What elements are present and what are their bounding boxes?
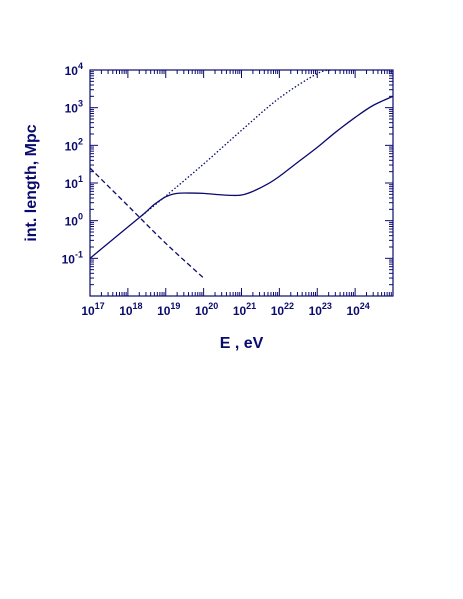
x-tick-label: 1021 [233, 301, 256, 318]
x-tick-label: 1017 [81, 301, 104, 318]
y-tick-label: 103 [65, 99, 83, 116]
x-axis-title: E , eV [220, 335, 264, 352]
y-tick-label: 101 [65, 174, 83, 191]
y-tick-label: 10-1 [62, 249, 83, 266]
x-tick-labels: 1017 1018 1019 1020 1021 1022 1023 1024 [81, 301, 370, 318]
y-tick-labels: 10-1 100 101 102 103 104 [62, 61, 83, 266]
axis-ticks [89, 70, 393, 297]
x-tick-label: 1022 [271, 301, 294, 318]
x-tick-label: 1020 [195, 301, 218, 318]
series-dashed-line [89, 167, 205, 279]
x-tick-label: 1024 [346, 301, 369, 318]
y-tick-label: 100 [65, 212, 83, 229]
x-tick-label: 1023 [309, 301, 332, 318]
series-solid-line [89, 95, 394, 259]
plot-frame [89, 69, 394, 297]
x-tick-label: 1018 [119, 301, 142, 318]
series-layer [89, 69, 394, 279]
y-axis-title: int. length, Mpc [23, 124, 40, 241]
y-tick-label: 102 [65, 136, 83, 153]
series-dotted-line [138, 69, 333, 219]
x-tick-label: 1019 [157, 301, 180, 318]
y-tick-label: 104 [65, 61, 83, 78]
